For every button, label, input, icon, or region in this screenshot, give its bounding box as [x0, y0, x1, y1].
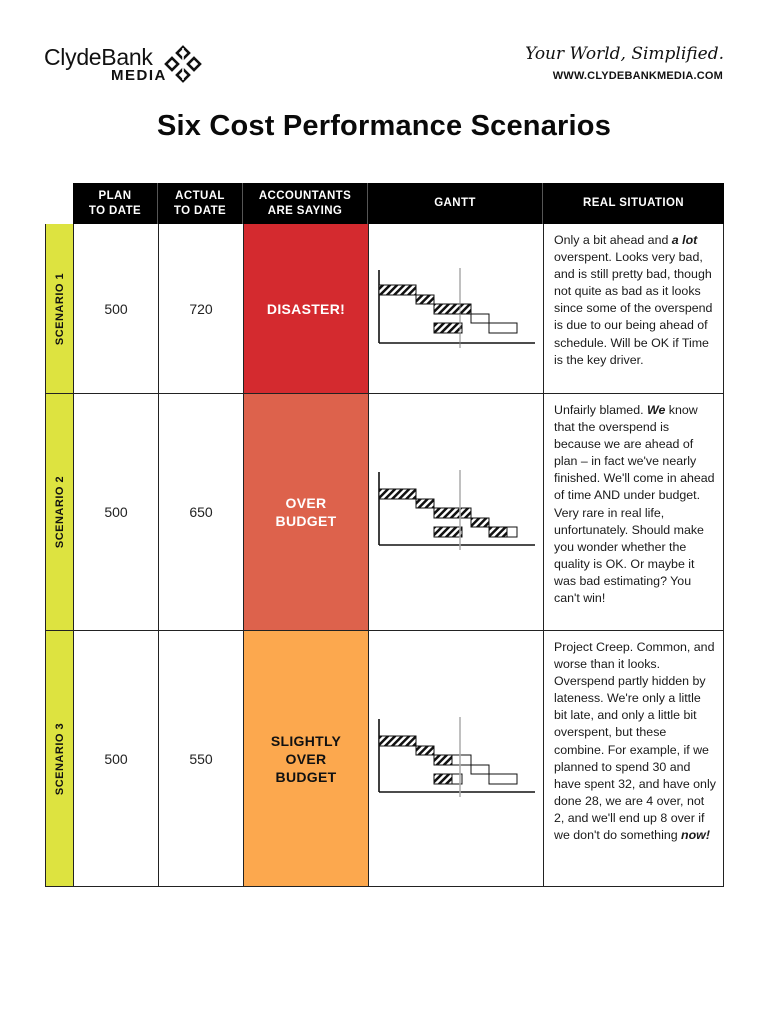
gantt-chart-icon	[378, 268, 535, 348]
real-situation-text: Only a bit ahead and a lot overspent. Lo…	[554, 233, 713, 367]
scenario-label: SCENARIO 2	[45, 394, 74, 631]
real-situation-text: Project Creep. Common, and worse than it…	[554, 640, 716, 843]
real-situation-cell: Only a bit ahead and a lot overspent. Lo…	[544, 224, 724, 394]
column-header-gantt: GANTT	[368, 183, 543, 224]
real-situation-cell: Project Creep. Common, and worse than it…	[544, 631, 724, 887]
gantt-chart-icon	[378, 717, 535, 797]
actual-cell: 650	[159, 394, 244, 631]
table-row-scenario-2: SCENARIO 2 500 650 OVER BUDGET	[45, 394, 724, 631]
column-header-plan: PLAN TO DATE	[73, 183, 158, 224]
diamond-knot-logo-icon	[164, 45, 202, 83]
actual-cell: 550	[159, 631, 244, 887]
brand-sub: MEDIA	[111, 67, 167, 84]
column-header-actual: ACTUAL TO DATE	[158, 183, 243, 224]
accountants-cell: OVER BUDGET	[244, 394, 369, 631]
real-situation-cell: Unfairly blamed. We know that the oversp…	[544, 394, 724, 631]
plan-cell: 500	[74, 394, 159, 631]
website-link[interactable]: WWW.CLYDEBANKMEDIA.COM	[552, 70, 723, 82]
table-header: PLAN TO DATE ACTUAL TO DATE ACCOUNTANTS …	[73, 183, 724, 224]
gantt-cell	[369, 224, 544, 394]
brand-name: ClydeBank	[44, 44, 153, 70]
table-row-scenario-1: SCENARIO 1 500 720 DISASTER!	[45, 224, 724, 394]
gantt-cell	[369, 631, 544, 887]
column-header-real-situation: REAL SITUATION	[582, 197, 684, 209]
table-row-scenario-3: SCENARIO 3 500 550 SLIGHTLY OVER BUDGET	[45, 631, 724, 887]
page-title: Six Cost Performance Scenarios	[156, 110, 612, 142]
plan-cell: 500	[74, 224, 159, 394]
scenario-label: SCENARIO 1	[45, 224, 74, 394]
accountants-cell: DISASTER!	[244, 224, 369, 394]
column-header-accountants: ACCOUNTANTS ARE SAYING	[243, 183, 368, 224]
gantt-cell	[369, 394, 544, 631]
scenario-label: SCENARIO 3	[45, 631, 74, 887]
real-situation-text: Unfairly blamed. We know that the oversp…	[554, 403, 715, 606]
gantt-chart-icon	[378, 470, 535, 550]
actual-cell: 720	[159, 224, 244, 394]
tagline: Your World, Simplified.	[525, 44, 724, 64]
plan-cell: 500	[74, 631, 159, 887]
accountants-cell: SLIGHTLY OVER BUDGET	[244, 631, 369, 887]
